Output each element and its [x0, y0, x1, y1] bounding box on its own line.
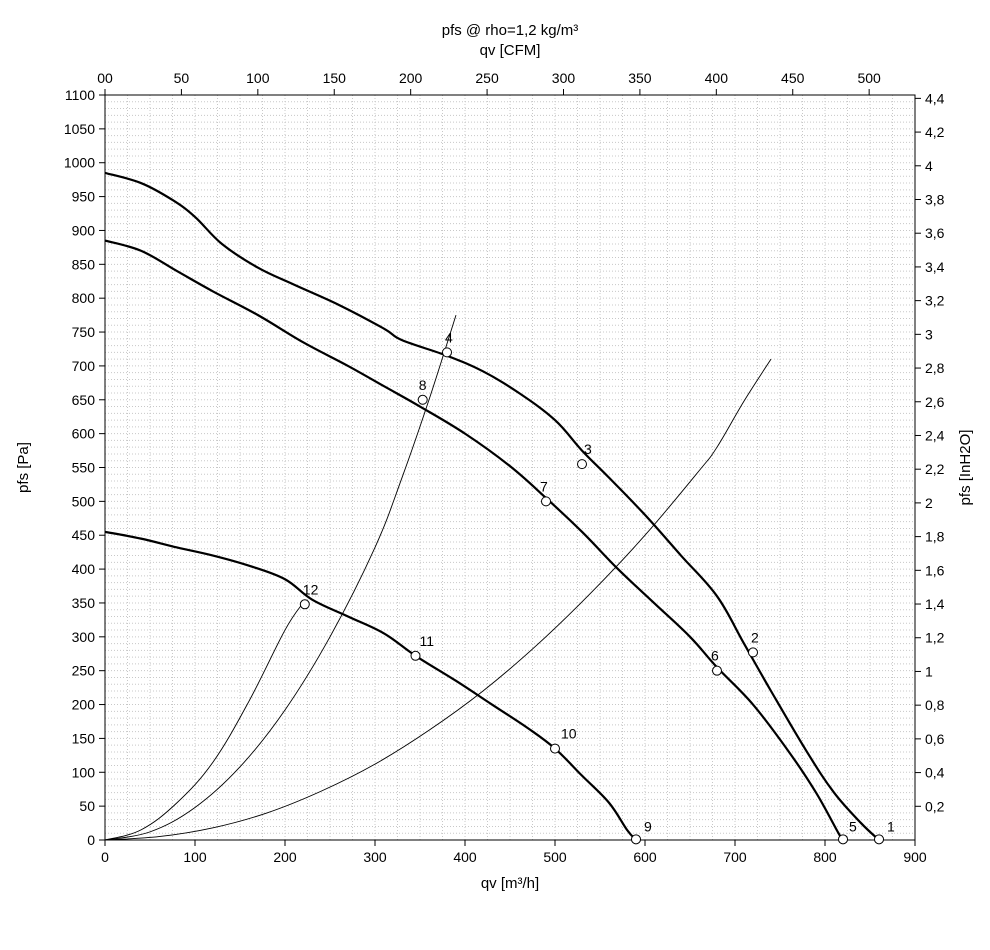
yl-tick-label: 0 — [87, 832, 95, 848]
xt-tick-label: 00 — [97, 70, 113, 86]
xb-tick-label: 300 — [363, 849, 387, 865]
yr-tick-label: 2 — [925, 495, 933, 511]
xb-tick-label: 900 — [903, 849, 927, 865]
yr-tick-label: 3,2 — [925, 293, 945, 309]
marker-label-8: 8 — [419, 377, 427, 393]
yl-tick-label: 400 — [72, 561, 96, 577]
yl-tick-label: 200 — [72, 697, 96, 713]
xt-tick-label: 150 — [323, 70, 347, 86]
yl-tick-label: 350 — [72, 595, 96, 611]
yl-tick-label: 50 — [79, 798, 95, 814]
xt-tick-label: 350 — [628, 70, 652, 86]
xb-tick-label: 600 — [633, 849, 657, 865]
xt-tick-label: 300 — [552, 70, 576, 86]
marker-3 — [578, 460, 587, 469]
yr-tick-label: 4,2 — [925, 124, 945, 140]
yr-tick-label: 1,2 — [925, 630, 945, 646]
yl-tick-label: 1050 — [64, 121, 95, 137]
marker-9 — [632, 835, 641, 844]
yr-tick-label: 4,4 — [925, 90, 945, 106]
yr-tick-label: 2,6 — [925, 394, 945, 410]
xb-tick-label: 400 — [453, 849, 477, 865]
fan-performance-chart: 0100200300400500600700800900050100150200… — [0, 0, 990, 950]
y-right-label: pfs [InH2O] — [957, 430, 974, 506]
yl-tick-label: 250 — [72, 663, 96, 679]
yr-tick-label: 0,6 — [925, 731, 945, 747]
yr-tick-label: 3,8 — [925, 192, 945, 208]
yl-tick-label: 450 — [72, 527, 96, 543]
xb-tick-label: 0 — [101, 849, 109, 865]
marker-7 — [542, 497, 551, 506]
xb-tick-label: 800 — [813, 849, 837, 865]
xt-tick-label: 200 — [399, 70, 423, 86]
chart-title-1: pfs @ rho=1,2 kg/m³ — [442, 22, 579, 39]
chart-svg: 0100200300400500600700800900050100150200… — [0, 0, 990, 950]
yr-tick-label: 2,2 — [925, 461, 945, 477]
xb-tick-label: 700 — [723, 849, 747, 865]
yl-tick-label: 300 — [72, 629, 96, 645]
marker-label-7: 7 — [540, 478, 548, 494]
yr-tick-label: 1,4 — [925, 596, 945, 612]
yr-tick-label: 4 — [925, 158, 933, 174]
yr-tick-label: 0,2 — [925, 798, 945, 814]
yr-tick-label: 2,4 — [925, 427, 945, 443]
marker-6 — [713, 666, 722, 675]
yl-tick-label: 650 — [72, 392, 96, 408]
marker-label-10: 10 — [561, 726, 577, 742]
marker-1 — [875, 835, 884, 844]
marker-label-2: 2 — [751, 629, 759, 645]
y-left-label: pfs [Pa] — [15, 442, 32, 493]
yr-tick-label: 3,4 — [925, 259, 945, 275]
yl-tick-label: 1000 — [64, 155, 95, 171]
marker-label-5: 5 — [849, 818, 857, 834]
yl-tick-label: 600 — [72, 426, 96, 442]
marker-12 — [300, 600, 309, 609]
xt-tick-label: 50 — [174, 70, 190, 86]
marker-label-9: 9 — [644, 818, 652, 834]
xt-tick-label: 450 — [781, 70, 805, 86]
xt-tick-label: 500 — [857, 70, 881, 86]
marker-label-12: 12 — [303, 581, 319, 597]
x-bottom-label: qv [m³/h] — [481, 875, 539, 892]
yr-tick-label: 0,8 — [925, 697, 945, 713]
yl-tick-label: 1100 — [65, 87, 95, 103]
yl-tick-label: 850 — [72, 256, 96, 272]
marker-10 — [551, 744, 560, 753]
xb-tick-label: 500 — [543, 849, 567, 865]
yr-tick-label: 3 — [925, 326, 933, 342]
yl-tick-label: 800 — [72, 290, 96, 306]
marker-label-4: 4 — [445, 329, 453, 345]
yr-tick-label: 1,8 — [925, 529, 945, 545]
xb-tick-label: 200 — [273, 849, 297, 865]
marker-label-3: 3 — [584, 441, 592, 457]
marker-11 — [411, 651, 420, 660]
yl-tick-label: 550 — [72, 460, 96, 476]
yl-tick-label: 750 — [72, 324, 96, 340]
xt-tick-label: 250 — [475, 70, 499, 86]
yl-tick-label: 100 — [72, 764, 96, 780]
yl-tick-label: 700 — [72, 358, 96, 374]
yr-tick-label: 3,6 — [925, 225, 945, 241]
yl-tick-label: 150 — [72, 730, 96, 746]
yr-tick-label: 2,8 — [925, 360, 945, 376]
chart-title-2: qv [CFM] — [480, 42, 541, 59]
xt-tick-label: 400 — [705, 70, 729, 86]
yl-tick-label: 900 — [72, 222, 96, 238]
marker-label-1: 1 — [887, 818, 895, 834]
yl-tick-label: 950 — [72, 189, 96, 205]
marker-label-11: 11 — [420, 633, 435, 649]
marker-4 — [443, 348, 452, 357]
xt-tick-label: 100 — [246, 70, 270, 86]
yr-tick-label: 0,4 — [925, 765, 945, 781]
yr-tick-label: 1 — [925, 663, 933, 679]
xb-tick-label: 100 — [183, 849, 207, 865]
marker-8 — [418, 395, 427, 404]
marker-5 — [839, 835, 848, 844]
marker-2 — [749, 648, 758, 657]
yr-tick-label: 1,6 — [925, 562, 945, 578]
yl-tick-label: 500 — [72, 493, 96, 509]
marker-label-6: 6 — [711, 648, 719, 664]
